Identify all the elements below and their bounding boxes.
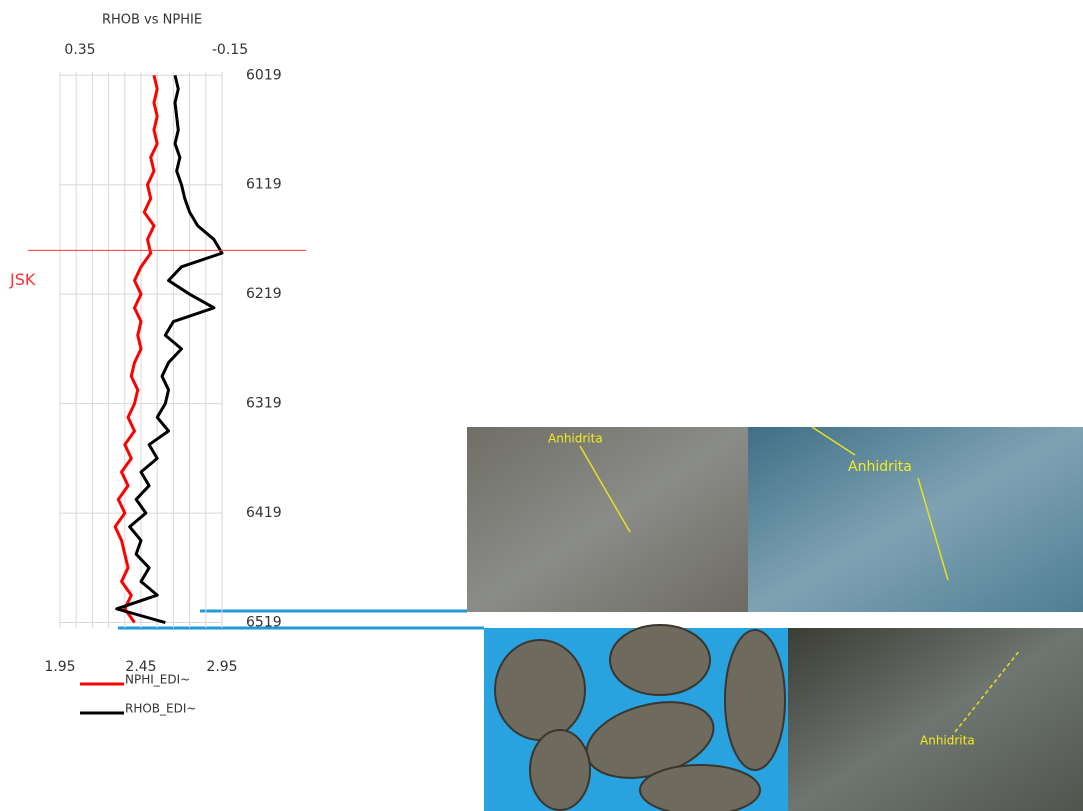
x-tick-label: 1.95 — [44, 659, 75, 675]
photomicrographs: Anhidrita Anhidrita Anhidrita — [467, 426, 1083, 811]
top-tick-label: -0.15 — [212, 42, 248, 58]
depth-tick-label: 6219 — [246, 286, 282, 302]
marker-label: JSK — [9, 270, 36, 289]
top-tick-label: 0.35 — [64, 42, 95, 58]
depth-tick-label: 6319 — [246, 396, 282, 412]
depth-tick-label: 6419 — [246, 505, 282, 521]
photo-label: Anhidrita — [548, 432, 603, 446]
photo — [748, 427, 1083, 612]
chart-title: RHOB vs NPHIE — [102, 13, 202, 28]
photo — [788, 628, 1083, 811]
pointers — [579, 426, 1021, 733]
depth-tick-label: 6019 — [246, 67, 282, 83]
photo — [467, 427, 748, 612]
legend-label: NPHI_EDI~ — [125, 673, 190, 687]
log-curve — [113, 74, 159, 624]
legend-label: RHOB_EDI~ — [125, 702, 196, 716]
photo-label: Anhidrita — [848, 459, 912, 475]
grains — [494, 624, 786, 811]
log-curve — [115, 74, 224, 624]
photo-label: Anhidrita — [920, 734, 975, 748]
x-tick-label: 2.45 — [125, 659, 156, 675]
link-arrows — [118, 609, 484, 630]
depth-tick-label: 6119 — [246, 177, 282, 193]
depth-tick-label: 6519 — [246, 615, 282, 631]
x-tick-label: 2.95 — [206, 659, 237, 675]
